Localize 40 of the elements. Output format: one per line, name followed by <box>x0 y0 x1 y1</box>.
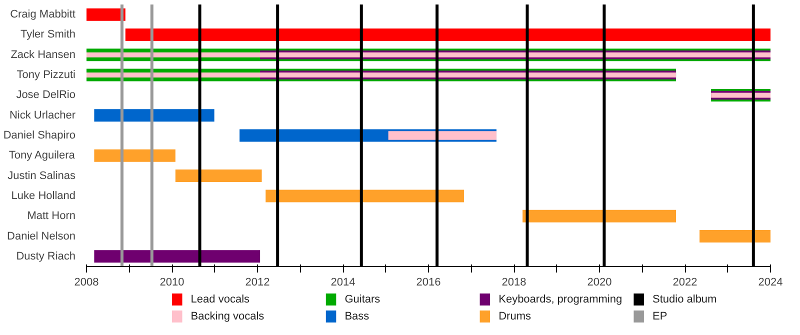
y-tick-label: Tyler Smith <box>20 28 76 41</box>
x-tick-label: 2012 <box>245 276 270 288</box>
bar <box>86 52 770 58</box>
y-tick-label: Daniel Shapiro <box>3 130 76 142</box>
y-tick-label: Zack Hansen <box>10 48 76 61</box>
legend-label: Drums <box>498 310 532 322</box>
legend-label: Bass <box>344 310 370 322</box>
x-tick-label: 2016 <box>416 276 441 288</box>
y-tick-label: Craig Mabbitt <box>10 8 76 21</box>
y-tick-label: Daniel Nelson <box>7 230 76 242</box>
x-tick-label: 2022 <box>672 276 698 288</box>
x-tick-label: 2010 <box>160 276 184 288</box>
legend-label: Backing vocals <box>190 310 265 322</box>
y-tick-label: Tony Aguilera <box>8 150 76 162</box>
x-tick-label: 2014 <box>330 276 356 288</box>
y-tick-label: Justin Salinas <box>8 170 76 182</box>
legend-label: EP <box>652 310 668 322</box>
y-tick-label: Jose DelRio <box>16 89 76 102</box>
x-tick-label: 2008 <box>74 276 99 288</box>
legend-label: Guitars <box>344 294 381 306</box>
y-tick-label: Dusty Riach <box>16 250 76 262</box>
bar <box>266 190 464 202</box>
bar <box>522 210 676 222</box>
bar <box>94 109 214 122</box>
x-tick-label: 2024 <box>758 276 783 288</box>
legend-label: Studio album <box>652 294 717 306</box>
legend-label: Keyboards, programming <box>498 294 622 306</box>
bar <box>94 149 176 162</box>
y-tick-label: Tony Pizzuti <box>16 69 76 82</box>
x-tick-label: 2020 <box>587 276 612 288</box>
bar <box>86 8 126 21</box>
y-tick-label: Matt Horn <box>27 210 76 222</box>
y-tick-label: Luke Holland <box>11 190 76 202</box>
x-tick-label: 2018 <box>502 276 526 288</box>
bar <box>86 72 676 78</box>
legend-label: Lead vocals <box>190 294 250 306</box>
bar <box>125 28 770 41</box>
bar <box>700 230 770 243</box>
y-tick-label: Nick Urlacher <box>9 109 76 122</box>
bar <box>175 170 262 182</box>
